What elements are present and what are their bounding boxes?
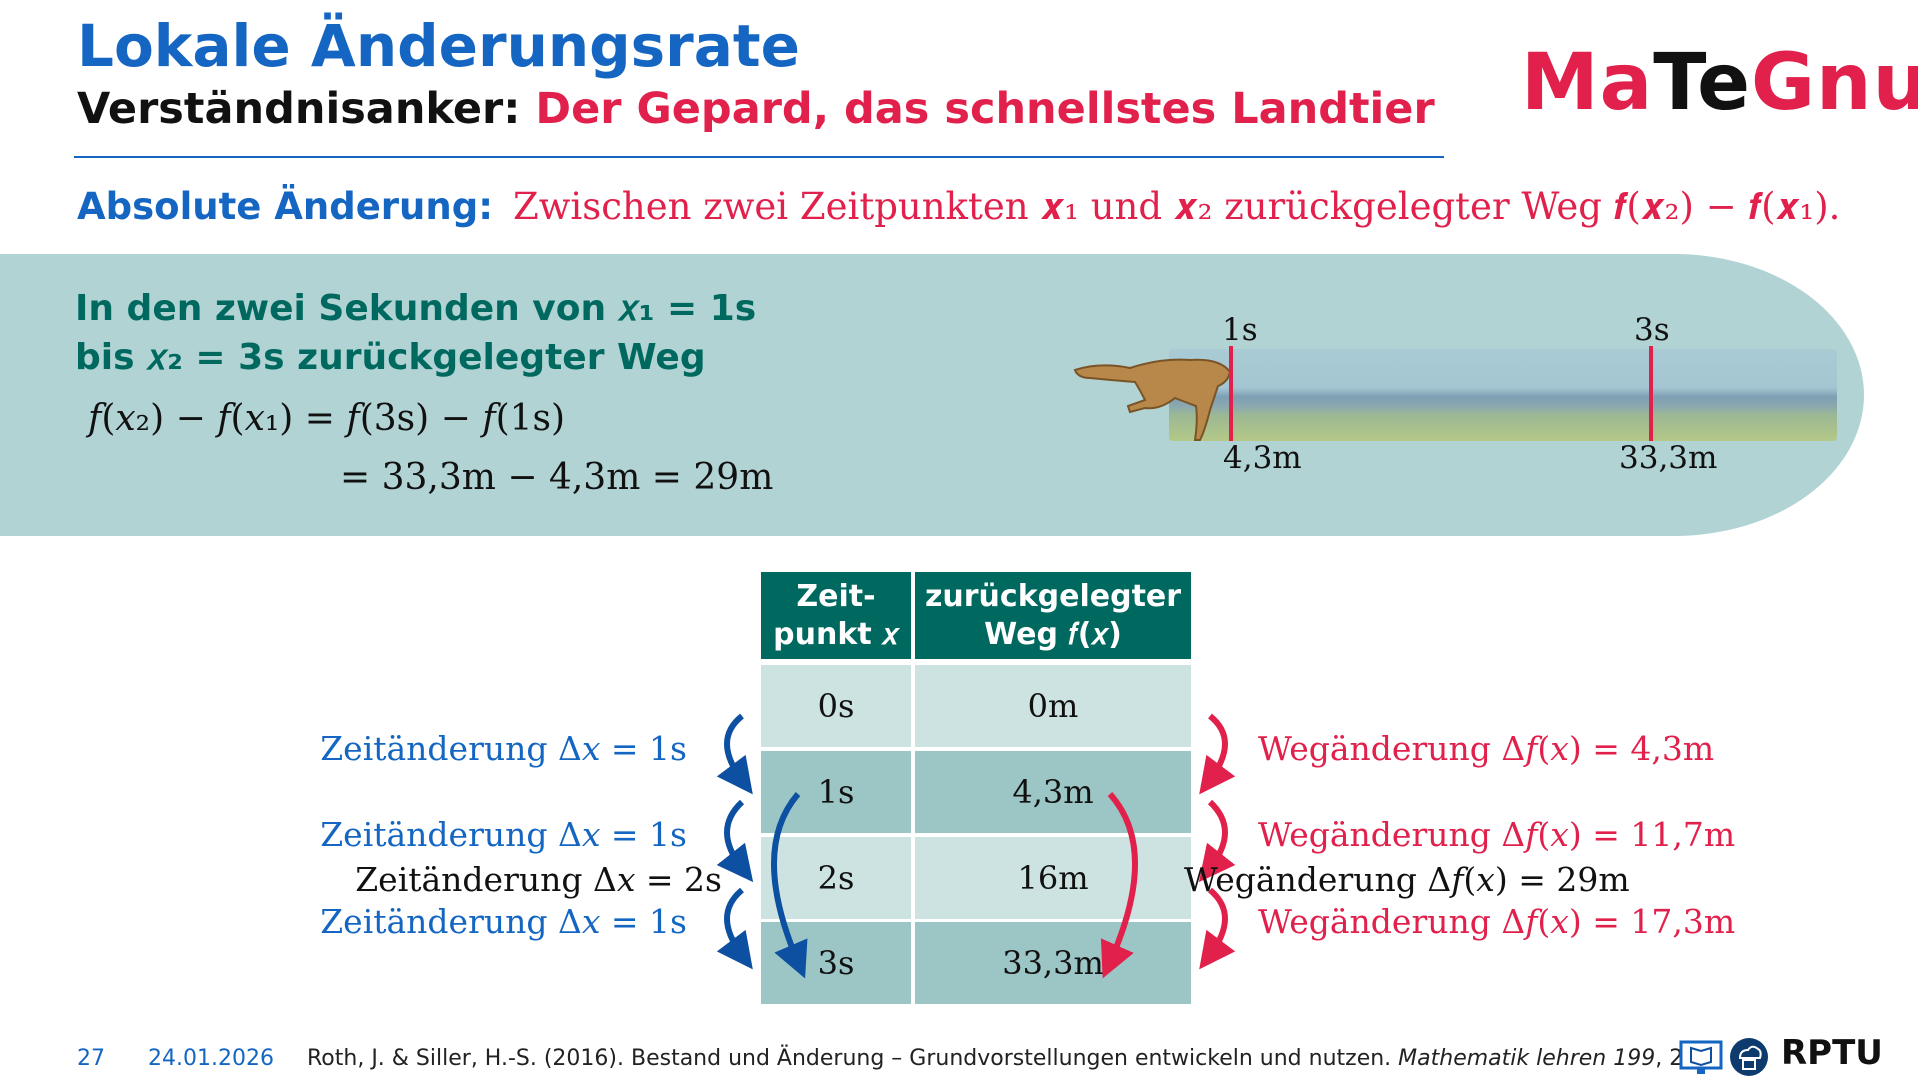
footer-date: 24.01.2026	[148, 1046, 274, 1071]
table-header-distance: zurückgelegter Weg 𝑓(𝑥)	[915, 572, 1191, 659]
marker-1s-line	[1229, 346, 1233, 441]
table-cell-distance: 16m	[915, 837, 1191, 919]
marker-3s-distance: 33,3m	[1619, 440, 1718, 476]
band-line-2: bis 𝑥₂ = 3s zurückgelegter Weg	[75, 337, 706, 378]
absolute-change-label: Absolute Änderung:	[77, 185, 494, 228]
time-change-label: Zeitänderung Δ𝑥 = 1s	[320, 729, 687, 768]
citation-text: Roth, J. & Siller, H.-S. (2016). Bestand…	[307, 1046, 1392, 1071]
distance-change-label: Wegänderung Δ𝑓(𝑥) = 17,3m	[1258, 902, 1736, 941]
footer-citation: Roth, J. & Siller, H.-S. (2016). Bestand…	[307, 1046, 1705, 1071]
header-divider	[74, 156, 1444, 158]
table-cell-distance: 0m	[915, 665, 1191, 747]
cheetah-image	[1073, 358, 1232, 441]
marker-1s-distance: 4,3m	[1223, 440, 1302, 476]
marker-3s-time: 3s	[1634, 312, 1670, 348]
table-cell-distance: 4,3m	[915, 751, 1191, 833]
table-cell-time: 1s	[761, 751, 911, 833]
savanna-image	[1169, 349, 1837, 441]
time-change-label: Zeitänderung Δ𝑥 = 1s	[320, 815, 687, 854]
formula-line-1: 𝑓(𝑥₂) − 𝑓(𝑥₁) = 𝑓(3s) − 𝑓(1s)	[88, 398, 566, 439]
citation-journal: Mathematik lehren 199	[1398, 1046, 1656, 1071]
subtitle-prefix: Verständnisanker:	[77, 84, 521, 134]
monitor-book-icon	[1679, 1040, 1723, 1074]
distance-change-label: Wegänderung Δ𝑓(𝑥) = 11,7m	[1258, 815, 1736, 854]
time-change-label: Zeitänderung Δ𝑥 = 1s	[320, 902, 687, 941]
page-title: Lokale Änderungsrate	[77, 12, 800, 80]
page-number: 27	[77, 1046, 105, 1071]
page-subtitle: Verständnisanker: Der Gepard, das schnel…	[77, 84, 1435, 134]
marker-1s-time: 1s	[1222, 312, 1258, 348]
rptu-logo: RPTU	[1781, 1033, 1883, 1073]
cloud-device-icon	[1730, 1038, 1768, 1076]
absolute-change-text: Zwischen zwei Zeitpunkten 𝒙₁ und 𝒙₂ zurü…	[513, 185, 1841, 228]
formula-line-2: = 33,3m − 4,3m = 29m	[340, 457, 774, 498]
table-cell-distance: 33,3m	[915, 922, 1191, 1004]
table-header-time: Zeit- punkt 𝑥	[761, 572, 911, 659]
marker-3s-line	[1649, 346, 1653, 441]
red-arrows	[1100, 713, 1236, 979]
table-cell-time: 2s	[761, 837, 911, 919]
distance-change-total-label: Wegänderung Δ𝑓(𝑥) = 29m	[1184, 860, 1630, 899]
blue-arrows	[716, 713, 808, 979]
subtitle-highlight: Der Gepard, das schnellstes Landtier	[535, 84, 1435, 134]
mategnu-logo: MaTeGnu	[1521, 38, 1918, 128]
change-arrows	[716, 713, 1236, 979]
table-cell-time: 0s	[761, 665, 911, 747]
distance-change-label: Wegänderung Δ𝑓(𝑥) = 4,3m	[1258, 729, 1715, 768]
time-change-total-label: Zeitänderung Δ𝑥 = 2s	[355, 860, 722, 899]
band-line-1: In den zwei Sekunden von 𝑥₁ = 1s	[75, 288, 757, 329]
